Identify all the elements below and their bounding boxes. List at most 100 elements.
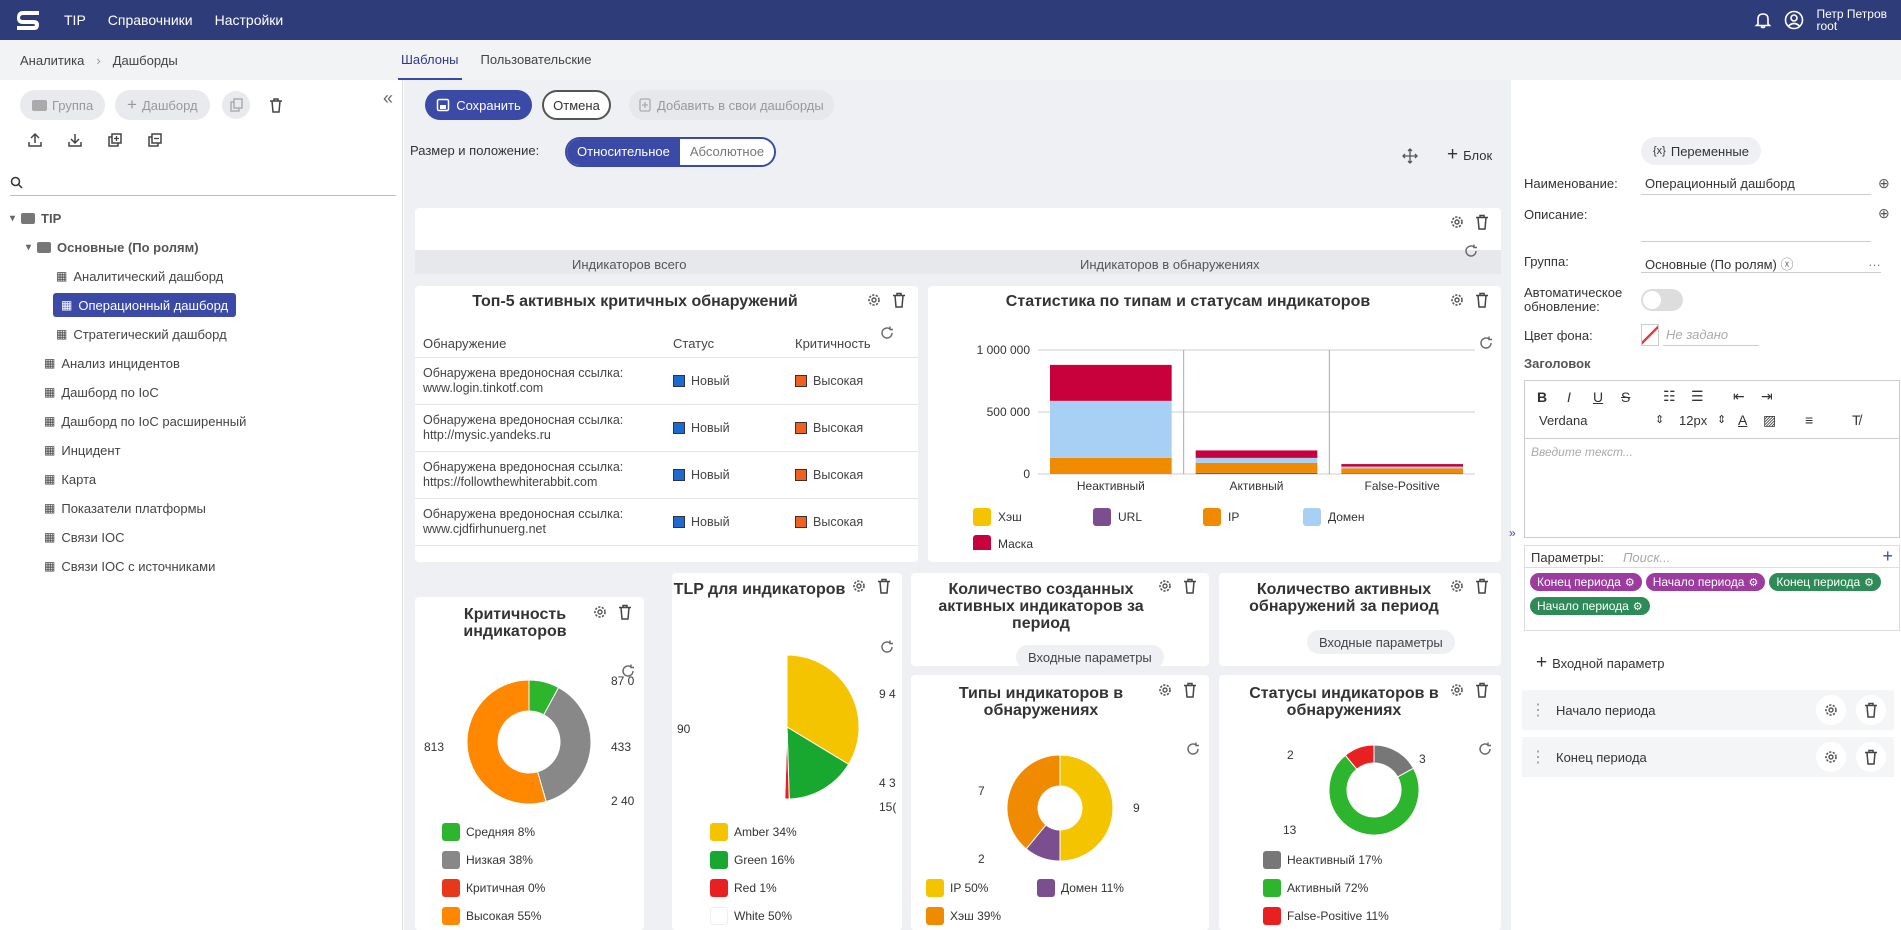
clear-icon[interactable]: ⓧ [1780,257,1794,272]
tree-group[interactable]: ▾ Основные (По ролям) [26,235,199,259]
param-tag[interactable]: Начало периода ⚙ [1645,573,1766,591]
cancel-button[interactable]: Отмена [542,90,611,120]
legend-item[interactable]: Активный 72% [1263,879,1368,897]
align-icon[interactable]: ≡ [1805,412,1814,428]
refresh-icon[interactable] [1186,742,1200,759]
nav-tip[interactable]: TIP [64,12,86,28]
tree-item[interactable]: ▦ Карта [44,467,96,491]
gear-icon[interactable] [866,292,882,308]
add-block-button[interactable]: + Блок [1435,140,1505,170]
tree-item[interactable]: ▦ Инцидент [44,438,121,462]
bar-segment[interactable] [1050,364,1172,401]
legend-item[interactable]: White 50% [710,907,792,925]
font-select[interactable]: Verdana [1539,413,1588,428]
nav-settings[interactable]: Настройки [214,12,284,28]
move-icon[interactable] [1396,142,1424,170]
refresh-icon[interactable] [1479,336,1493,353]
breadcrumb-dashboards[interactable]: Дашборды [112,52,178,68]
clear-format-icon[interactable]: T̸ [1852,412,1861,428]
tree-item-2[interactable]: ▦ Стратегический дашборд [56,322,227,346]
copy-dashboard-icon[interactable] [141,126,169,154]
bg-color-input[interactable]: Не задано [1663,324,1759,346]
table-row[interactable]: Обнаружена вредоносная ссылка: www.cjdfir… [415,499,918,546]
bell-icon[interactable] [1754,11,1772,29]
gear-icon[interactable] [1157,578,1173,594]
gear-icon[interactable] [1449,682,1465,698]
tree-root[interactable]: ▾ TIP [10,206,61,230]
legend-item[interactable]: Amber 34% [710,823,797,841]
logo-icon[interactable] [14,7,42,33]
add-group-button[interactable]: Группа [20,90,106,120]
bold-icon[interactable]: B [1537,389,1548,405]
add-dashboard-button[interactable]: + Дашборд [115,90,210,120]
tree-item[interactable]: ▦ Дашборд по IoC расширенный [44,409,246,433]
add-to-my-dashboards-button[interactable]: Добавить в свои дашборды [629,90,834,120]
tree-item[interactable]: ▦ Показатели платформы [44,496,206,520]
bar-segment[interactable] [1341,466,1463,469]
trash-icon[interactable] [1475,578,1489,594]
legend-label[interactable]: Маска [998,537,1033,550]
refresh-icon[interactable] [621,664,635,681]
legend-item[interactable]: IP 50% [926,879,988,897]
legend-label[interactable]: URL [1118,510,1142,524]
tree-item[interactable]: ▦ Дашборд по IoC [44,380,159,404]
pie-slice[interactable] [786,654,860,765]
legend-item[interactable]: Red 1% [710,879,777,897]
ordered-list-icon[interactable]: ☷ [1663,388,1676,404]
more-icon[interactable]: … [1868,254,1881,269]
save-button[interactable]: Сохранить [425,90,532,120]
legend-item[interactable]: False-Positive 11% [1263,907,1389,925]
refresh-icon[interactable] [1478,742,1492,759]
group-select[interactable]: Основные (По ролям) ⓧ… [1641,251,1881,273]
download-icon[interactable] [61,126,89,154]
duplicate-icon[interactable] [101,126,129,154]
param-tag[interactable]: Начало периода ⚙ [1530,597,1650,615]
column-status[interactable]: Статус [673,336,715,351]
text-color-icon[interactable]: A [1738,412,1748,428]
description-input[interactable] [1641,220,1871,242]
indent-icon[interactable]: ⇥ [1761,388,1773,404]
gear-icon[interactable]: ⚙ [1864,576,1875,589]
plus-icon[interactable]: + [1882,546,1893,566]
bar-segment[interactable] [1195,462,1318,473]
trash-icon[interactable] [892,292,906,308]
legend-label[interactable]: Домен [1328,510,1365,524]
param-row[interactable]: ⋮ Начало периода [1522,690,1894,730]
gear-icon[interactable] [1449,214,1465,230]
gear-icon[interactable]: ⚙ [1632,600,1643,613]
bar-segment[interactable] [1341,464,1463,467]
trash-icon[interactable] [1856,742,1886,772]
trash-icon[interactable] [1475,214,1489,230]
breadcrumb-analytics[interactable]: Аналитика [20,52,85,68]
trash-icon[interactable] [1183,682,1197,698]
pie-slice[interactable] [1006,754,1061,850]
refresh-icon[interactable] [880,326,894,343]
gear-icon[interactable] [1449,578,1465,594]
gear-icon[interactable] [1449,292,1465,308]
strikethrough-icon[interactable]: S [1621,389,1631,405]
trash-icon[interactable] [1475,682,1489,698]
gear-icon[interactable]: ⚙ [1748,576,1759,589]
tab-templates[interactable]: Шаблоны [398,40,462,80]
pie-slice[interactable] [714,654,788,800]
globe-icon[interactable]: ⊕ [1878,175,1890,191]
legend-label[interactable]: IP [1228,510,1239,524]
trash-icon[interactable] [1183,578,1197,594]
pie-slice[interactable] [1059,754,1114,862]
param-row[interactable]: ⋮ Конец периода [1522,737,1894,777]
legend-item[interactable]: Green 16% [710,851,795,869]
copy-icon[interactable] [222,91,250,119]
legend-item[interactable]: Хэш 39% [926,907,1001,925]
auto-refresh-toggle[interactable] [1641,289,1683,311]
user-info[interactable]: Петр Петров root [1816,8,1887,32]
params-search-input[interactable]: Поиск... [1623,550,1671,565]
tree-search-input[interactable] [28,172,388,194]
tree-item[interactable]: ▦ Связи IOC с источниками [44,554,215,578]
legend-label[interactable]: Хэш [998,510,1022,524]
param-tag[interactable]: Конец периода ⚙ [1530,573,1642,591]
pie-slice[interactable] [536,686,592,803]
trash-icon[interactable] [1856,695,1886,725]
bar-segment[interactable] [1195,450,1318,458]
column-detection[interactable]: Обнаружение [423,336,507,351]
outdent-icon[interactable]: ⇤ [1733,388,1745,404]
